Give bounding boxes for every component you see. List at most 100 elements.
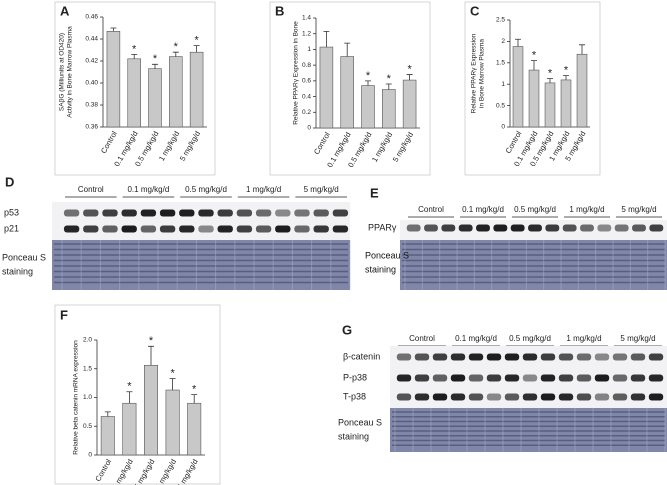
group-label: 5 mg/kg/d [304, 185, 339, 194]
protein-band [159, 225, 176, 233]
protein-band [102, 225, 118, 233]
row-label: p53 [4, 207, 19, 217]
group-label: Control [78, 185, 104, 194]
error-bar [531, 60, 537, 71]
protein-band [540, 353, 556, 361]
y-tick-label: 2 [501, 38, 505, 45]
error-bar [110, 27, 117, 32]
panel-frame [269, 1, 431, 176]
y-axis-label: SAβG (Milliunits at OD420) [59, 33, 66, 111]
bar [189, 51, 204, 128]
y-tick-label: 0.6 [302, 78, 311, 85]
protein-band [648, 393, 664, 401]
error-bar [406, 74, 413, 81]
bar [187, 402, 202, 456]
y-tick-label: 1.5 [496, 60, 505, 67]
y-axis-label: Activity in Bone Marrow Plasma [67, 26, 74, 118]
ponceau-stain [52, 240, 350, 290]
protein-band [476, 224, 490, 232]
protein-band [468, 393, 484, 401]
group-label: 5 mg/kg/d [621, 205, 656, 214]
protein-band [612, 353, 628, 361]
error-bar [172, 51, 179, 57]
protein-band [649, 224, 664, 232]
protein-band [414, 393, 430, 401]
protein-band [396, 374, 412, 382]
protein-band [545, 224, 560, 232]
y-tick-label: 0.8 [302, 62, 311, 69]
protein-band [432, 393, 448, 401]
protein-band [486, 353, 502, 361]
protein-band [594, 374, 610, 382]
protein-band [255, 209, 272, 217]
protein-band [450, 353, 466, 361]
protein-band [558, 393, 574, 401]
error-bar [547, 78, 553, 83]
group-label: 0.1 mg/kg/d [462, 205, 504, 214]
protein-band [594, 353, 610, 361]
bar [106, 30, 121, 128]
protein-band [83, 225, 99, 233]
blot-background [52, 202, 350, 240]
protein-band [504, 393, 520, 401]
significance-mark: * [387, 73, 392, 85]
protein-band [450, 393, 466, 401]
error-bar [104, 411, 111, 417]
significance-mark: * [548, 68, 553, 80]
protein-band [255, 225, 272, 233]
x-tick-label: Control [93, 457, 113, 483]
x-tick-label: Control [99, 129, 119, 155]
protein-band [576, 374, 592, 382]
row-label: PPARγ [368, 222, 397, 232]
bar [560, 79, 572, 128]
significance-mark: * [149, 335, 154, 347]
panel-frame [54, 1, 216, 176]
bar [528, 69, 540, 128]
bar [319, 46, 334, 129]
y-tick-label: 1.4 [302, 15, 311, 22]
protein-band [198, 209, 214, 217]
group-label: 0.5 mg/kg/d [185, 185, 227, 194]
protein-band [632, 224, 646, 232]
bar [144, 364, 158, 456]
bar [340, 56, 354, 129]
protein-band [630, 393, 646, 401]
protein-band [179, 225, 195, 233]
significance-mark: * [170, 367, 175, 379]
y-tick-label: 0.44 [85, 36, 98, 43]
y-tick-label: 1.0 [83, 394, 92, 401]
bar [576, 53, 588, 128]
error-bar [323, 30, 330, 48]
significance-mark: * [174, 41, 179, 53]
x-tick-label: Control [312, 130, 332, 156]
protein-band [236, 209, 253, 217]
panel-frame [54, 304, 221, 485]
protein-band [510, 224, 525, 232]
significance-mark: * [407, 63, 412, 75]
error-bar [579, 44, 585, 55]
protein-band [140, 209, 157, 217]
protein-band [441, 224, 456, 232]
protein-band [458, 224, 473, 232]
y-tick-label: 0.42 [85, 58, 98, 65]
panel-letter: D [5, 174, 14, 189]
protein-band [414, 353, 430, 361]
protein-band [121, 209, 137, 217]
protein-band [217, 225, 233, 233]
ponceau-stain [400, 240, 667, 290]
protein-band [468, 374, 484, 382]
protein-band [522, 374, 538, 382]
loading-label: Ponceau S [365, 250, 409, 260]
protein-band [294, 209, 310, 217]
protein-band [630, 374, 646, 382]
error-bar [152, 63, 158, 69]
bar [544, 82, 556, 128]
protein-band [332, 225, 349, 233]
y-axis-label: Relative PPARγ Expression in Bone [293, 21, 300, 125]
protein-band [493, 224, 508, 232]
protein-band [63, 209, 80, 217]
y-axis-label: Relative PPARγ Expression [471, 33, 478, 113]
error-bar [126, 391, 133, 404]
protein-band [504, 374, 520, 382]
